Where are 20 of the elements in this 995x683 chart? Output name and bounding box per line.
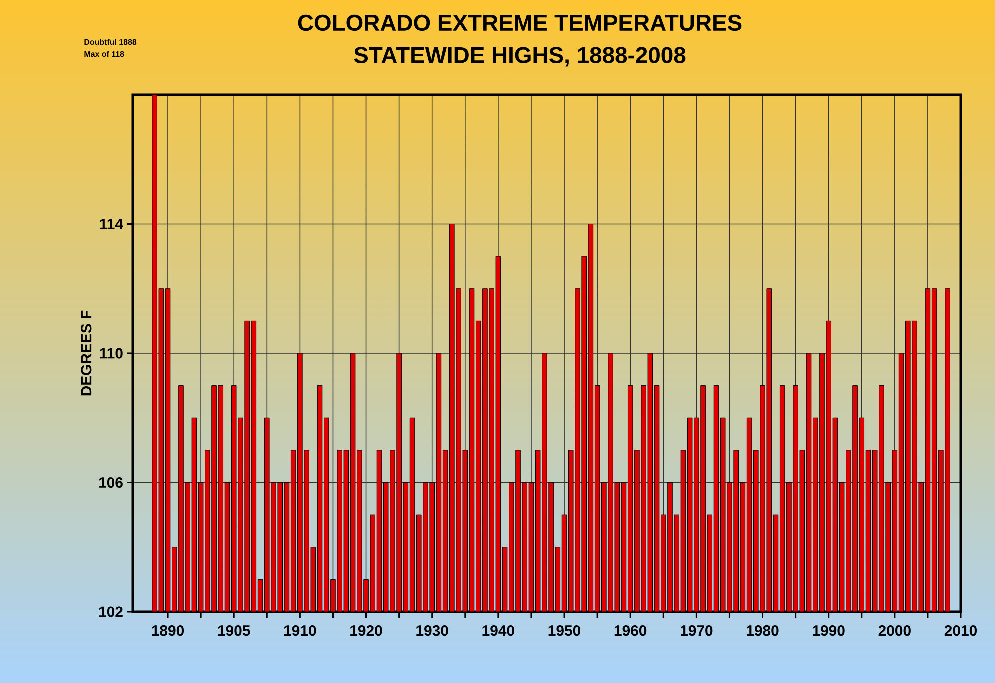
x-tick-label: 1990 bbox=[813, 626, 845, 636]
y-tick-label: 114 bbox=[100, 219, 124, 230]
x-tick-label: 1905 bbox=[218, 626, 250, 636]
x-tick-label: 1920 bbox=[350, 626, 382, 636]
x-tick-label: 1890 bbox=[152, 626, 184, 636]
y-tick-label: 102 bbox=[99, 606, 123, 618]
chart-title: COLORADO EXTREME TEMPERATURES bbox=[298, 14, 742, 32]
x-tick-label: 1950 bbox=[548, 626, 581, 636]
x-tick-label: 1910 bbox=[284, 626, 316, 636]
x-tick-label: 2010 bbox=[944, 626, 978, 636]
x-tick-label: 1970 bbox=[680, 626, 713, 636]
x-tick-label: 1960 bbox=[614, 626, 647, 636]
chart-subtitle: STATEWIDE HIGHS, 1888-2008 bbox=[354, 47, 686, 67]
x-tick-label: 1940 bbox=[482, 626, 514, 636]
y-axis-title: DEGREES F bbox=[81, 310, 92, 396]
x-tick-label: 1980 bbox=[747, 626, 779, 636]
x-tick-label: 2000 bbox=[878, 626, 911, 636]
y-tick-label: 110 bbox=[100, 348, 123, 359]
y-tick-label: 106 bbox=[99, 477, 123, 488]
x-tick-label: 1930 bbox=[416, 626, 448, 636]
